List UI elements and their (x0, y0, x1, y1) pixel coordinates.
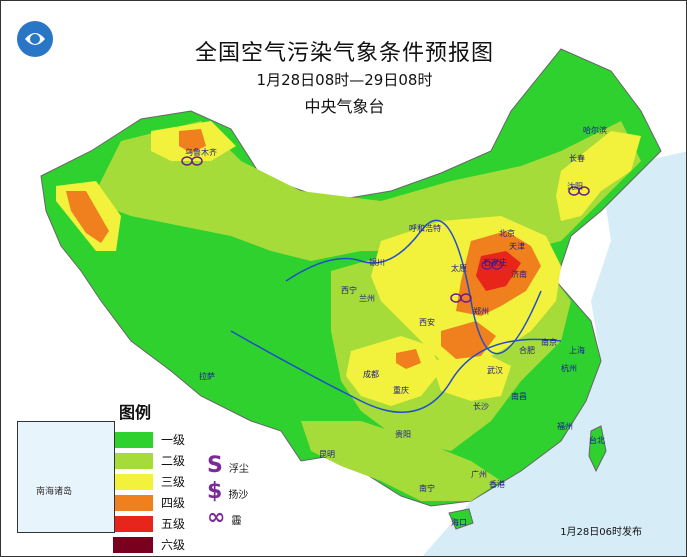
legend-item: 四级 (113, 492, 233, 513)
city-label: 西宁 (341, 286, 357, 295)
inset-label: 南海诸岛 (36, 487, 73, 497)
city-label: 西安 (419, 318, 435, 327)
city-label: 南宁 (419, 484, 435, 493)
city-label: 昆明 (319, 450, 335, 459)
city-label: 天津 (509, 242, 525, 251)
legend-item: 六级 (113, 534, 233, 555)
city-label: 南昌 (511, 392, 527, 401)
city-label: 南京 (541, 338, 557, 347)
legend-label: 五级 (161, 517, 186, 531)
yellow-river (285, 219, 542, 355)
sea-area (422, 151, 686, 556)
city-label: 台北 (589, 436, 605, 445)
level3-northeast (556, 131, 641, 221)
level4-sichuan (396, 349, 421, 369)
city-label: 福州 (557, 422, 573, 431)
level3-central (431, 351, 511, 401)
cma-logo (17, 21, 53, 57)
legend-item: 三级 (113, 471, 233, 492)
issuer: 中央气象台 (304, 97, 385, 116)
taiwan (588, 425, 607, 473)
city-label: 拉萨 (199, 372, 215, 381)
city-label: 济南 (511, 270, 527, 279)
published-time: 1月28日06时发布 (560, 527, 642, 538)
city-label: 广州 (471, 470, 487, 479)
city-label: 长沙 (473, 402, 489, 411)
level4-xinjiang (66, 191, 109, 243)
city-label: 合肥 (519, 346, 535, 355)
floating-dust-icon: S 浮尘 (207, 453, 249, 478)
legend-label: 一级 (161, 433, 186, 447)
city-label: 乌鲁木齐 (185, 148, 217, 157)
haze-icon: ∞ 霾 (207, 505, 242, 530)
legend-title: 图例 (119, 403, 152, 422)
legend-item: 五级 (113, 513, 233, 534)
forecast-period: 1月28日08时—29日08时 (256, 71, 433, 89)
level4-urumqi (179, 129, 206, 153)
city-label: 太原 (451, 264, 467, 273)
city-label: 贵阳 (395, 430, 411, 439)
city-label: 兰州 (359, 294, 375, 303)
city-label: 北京 (499, 229, 515, 238)
city-label: 长春 (569, 154, 585, 163)
hainan (448, 508, 474, 530)
city-label: 上海 (569, 346, 585, 355)
city-label: 重庆 (393, 386, 409, 395)
city-label: 郑州 (473, 307, 489, 316)
map-title: 全国空气污染气象条件预报图 (194, 41, 494, 66)
city-label: 哈尔滨 (583, 126, 607, 135)
city-label: 海口 (451, 518, 467, 527)
yangtze-river (230, 330, 562, 413)
city-label: 银川 (369, 258, 385, 267)
blowing-sand-icon: $ 扬沙 (207, 479, 249, 504)
city-label: 石家庄 (483, 258, 507, 267)
legend-item: 二级 (113, 450, 233, 471)
city-label: 武汉 (487, 366, 503, 375)
city-label: 香港 (489, 480, 505, 489)
city-label: 呼和浩特 (409, 224, 441, 233)
level2-south (301, 421, 501, 501)
south-china-sea-inset: 南海诸岛 (17, 421, 115, 533)
legend-label: 二级 (161, 454, 186, 468)
legend-label: 四级 (161, 496, 186, 510)
city-label: 沈阳 (567, 182, 583, 191)
legend: 图例 一级 二级 三级 四级 五级 六级 (113, 399, 233, 555)
level4-henan (441, 321, 496, 359)
city-label: 成都 (363, 370, 379, 379)
legend-label: 六级 (161, 538, 186, 552)
legend-item: 一级 (113, 429, 233, 450)
city-label: 杭州 (561, 364, 577, 373)
legend-label: 三级 (161, 475, 186, 489)
haze-markers (181, 156, 590, 303)
